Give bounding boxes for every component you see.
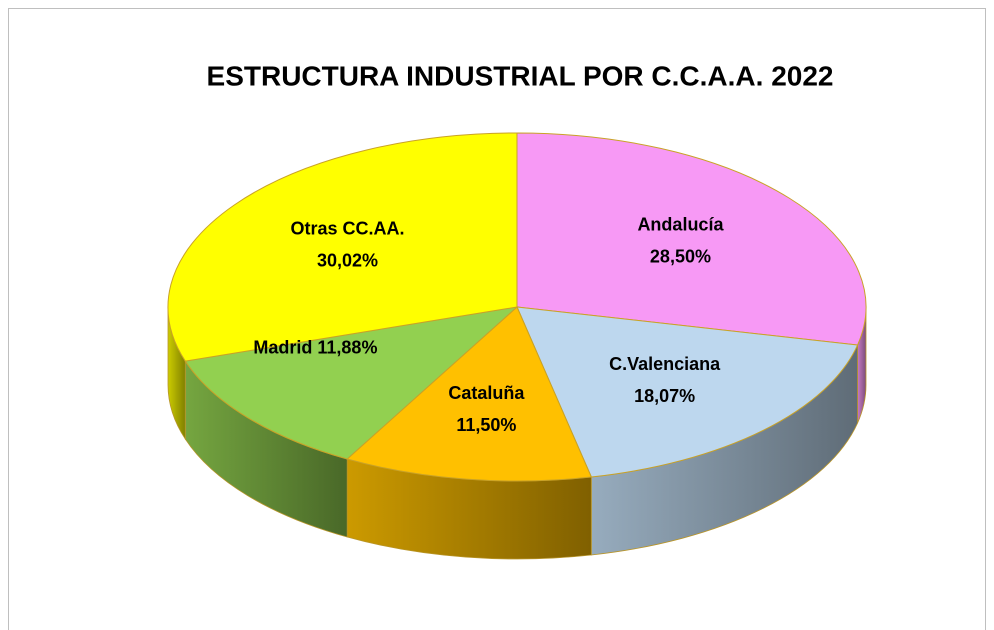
- data-label: Madrid 11,88%: [253, 337, 377, 357]
- data-label-value: 30,02%: [317, 250, 378, 270]
- slice: [184, 306, 519, 460]
- data-label-name: Andalucía: [637, 214, 724, 234]
- data-label-value: 28,50%: [650, 246, 711, 266]
- chart-title: ESTRUCTURA INDUSTRIAL POR C.C.A.A. 2022: [207, 60, 834, 91]
- data-label-value: 11,88%: [317, 337, 377, 357]
- data-label-value: 11,50%: [456, 415, 516, 435]
- data-label-name: Otras CC.AA.: [290, 218, 404, 238]
- data-label-name: C.Valenciana: [609, 354, 721, 374]
- slice: [516, 132, 867, 346]
- slice: [167, 132, 518, 362]
- slice: [346, 306, 593, 482]
- slice: [516, 306, 859, 478]
- data-label-value: 18,07%: [634, 386, 695, 406]
- data-label-name: Madrid: [253, 337, 312, 357]
- data-label-name: Cataluña: [448, 383, 525, 403]
